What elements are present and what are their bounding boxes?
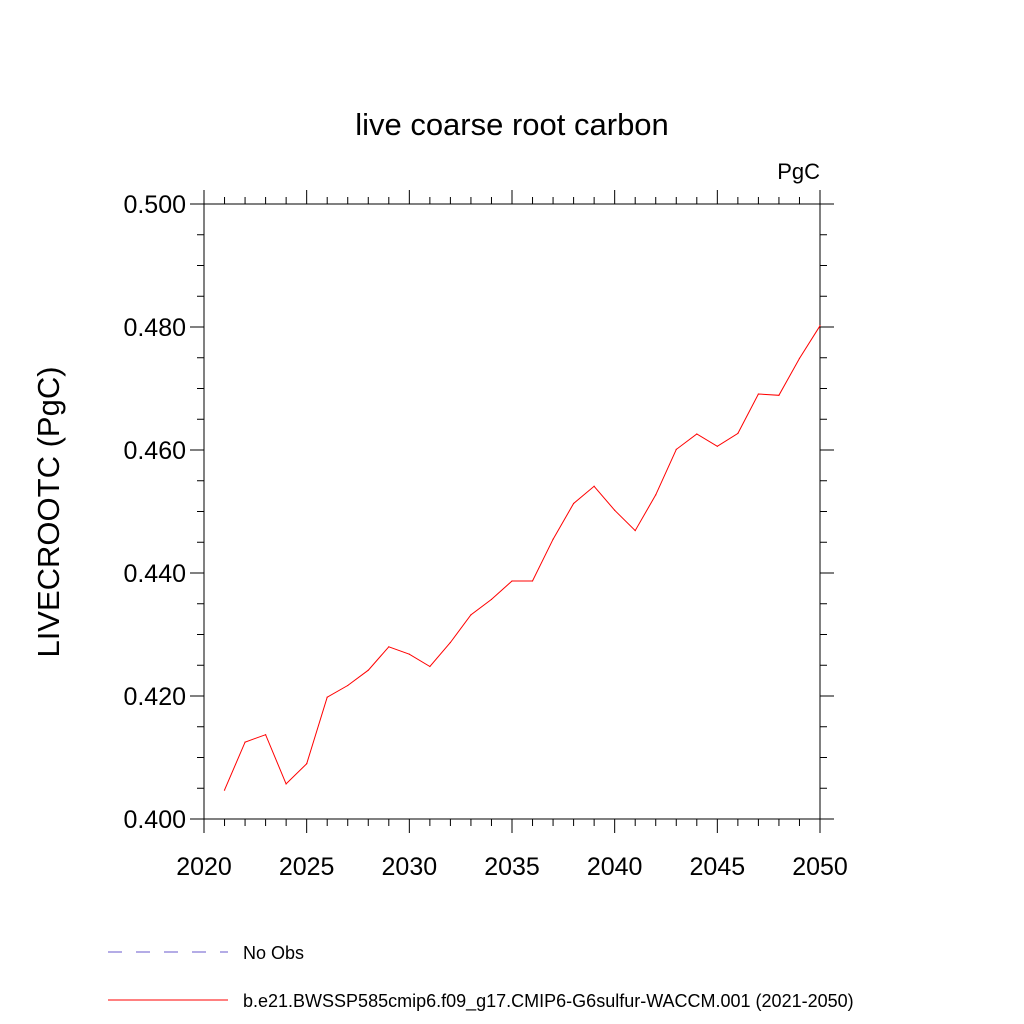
x-tick-label: 2020 bbox=[176, 853, 232, 881]
x-tick-label: 2025 bbox=[279, 853, 335, 881]
data-point bbox=[265, 734, 267, 736]
x-tick-label: 2040 bbox=[587, 853, 643, 881]
series-line bbox=[224, 325, 821, 791]
data-point bbox=[778, 394, 780, 396]
data-point bbox=[408, 653, 410, 655]
data-point bbox=[655, 494, 657, 496]
legend: No Obs b.e21.BWSSP585cmip6.f09_g17.CMIP6-… bbox=[108, 943, 854, 1012]
data-point bbox=[757, 393, 760, 395]
data-point bbox=[573, 502, 575, 505]
data-point bbox=[593, 485, 595, 487]
legend-label: No Obs bbox=[243, 943, 304, 963]
y-tick-label: 0.420 bbox=[123, 683, 186, 711]
data-point bbox=[326, 696, 328, 698]
data-point bbox=[388, 646, 390, 648]
data-point bbox=[511, 580, 513, 582]
data-point bbox=[490, 598, 493, 601]
data-point bbox=[347, 684, 349, 687]
y-tick-label: 0.440 bbox=[123, 560, 186, 588]
legend-label: b.e21.BWSSP585cmip6.f09_g17.CMIP6-G6sulf… bbox=[243, 991, 854, 1012]
data-point bbox=[552, 538, 554, 540]
data-point bbox=[798, 357, 801, 359]
data-point bbox=[306, 763, 308, 765]
data-point bbox=[244, 741, 246, 743]
data-point bbox=[675, 448, 677, 450]
x-tick-label: 2050 bbox=[792, 853, 848, 881]
data-point bbox=[716, 445, 718, 447]
x-tick-label: 2045 bbox=[690, 853, 746, 881]
y-tick-label: 0.500 bbox=[123, 191, 186, 219]
units-label: PgC bbox=[777, 159, 820, 184]
data-point bbox=[449, 641, 451, 644]
data-point bbox=[819, 325, 821, 327]
data-point bbox=[470, 614, 472, 616]
y-tick-label: 0.460 bbox=[123, 437, 186, 465]
data-point bbox=[367, 669, 369, 671]
data-point bbox=[737, 432, 739, 434]
data-point bbox=[634, 529, 636, 532]
chart-title: live coarse root carbon bbox=[355, 107, 669, 142]
y-tick-label: 0.480 bbox=[123, 314, 186, 342]
y-axis-label: LIVECROOTC (PgC) bbox=[31, 366, 66, 657]
data-point bbox=[531, 580, 534, 582]
plot-area: 2020 2025 2030 2035 2040 2045 2050 0.400 0.420 0.… bbox=[123, 190, 848, 881]
data-point bbox=[696, 433, 698, 435]
plot-frame bbox=[203, 203, 821, 820]
x-tick-label: 2030 bbox=[382, 853, 438, 881]
data-point bbox=[285, 783, 287, 785]
data-point bbox=[223, 789, 226, 791]
x-tick-label: 2035 bbox=[484, 853, 540, 881]
data-point bbox=[429, 665, 431, 668]
data-point bbox=[614, 509, 616, 511]
y-tick-label: 0.400 bbox=[123, 806, 186, 834]
